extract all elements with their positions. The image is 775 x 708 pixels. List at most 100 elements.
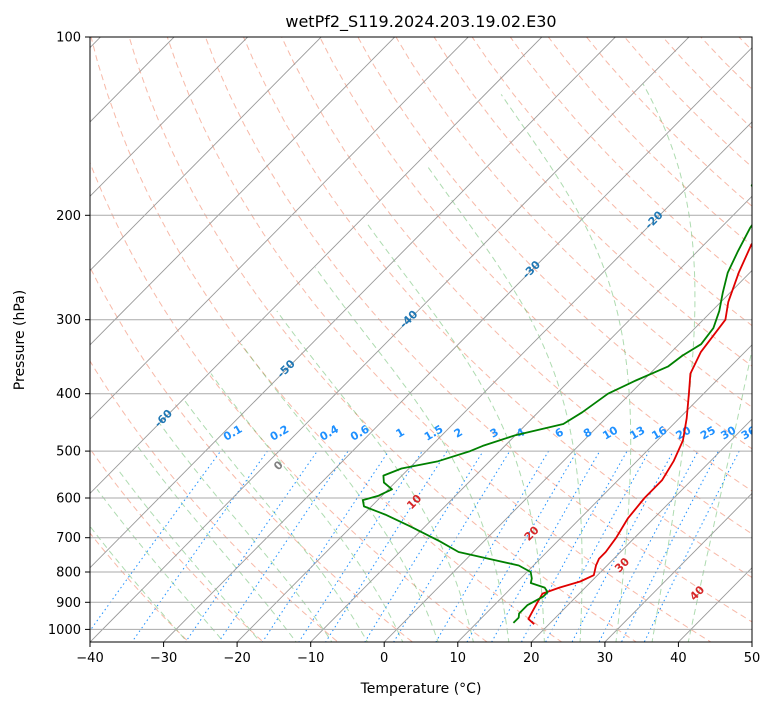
- dry-adiabat-line: [662, 37, 752, 129]
- moist-adiabat-line: [426, 165, 583, 642]
- isotherm-label: -40: [397, 307, 420, 330]
- y-tick-label: 300: [56, 313, 81, 328]
- chart-title: wetPf2_S119.2024.203.19.02.E30: [285, 12, 556, 32]
- isotherm-line: [162, 46, 752, 642]
- moist-adiabat-line: [365, 221, 545, 642]
- moist-adiabat-label: 10: [404, 492, 424, 512]
- moist-adiabat-line: [210, 373, 404, 642]
- dry-adiabat-line: [281, 37, 752, 535]
- isotherm-line: [310, 195, 752, 642]
- mixing-ratio-label: 0.1: [221, 423, 244, 444]
- moist-adiabat-line: [314, 267, 510, 642]
- background-lines: [90, 24, 775, 654]
- moist-adiabat-line: [642, 83, 696, 642]
- mixing-ratio-line: [261, 450, 390, 642]
- x-tick-label: 50: [744, 651, 761, 666]
- isotherm-line: [90, 37, 396, 346]
- y-tick-label: 1000: [48, 623, 81, 638]
- dry-adiabat-line: [395, 37, 752, 408]
- moist-adiabat-line: [240, 343, 439, 642]
- y-tick-label: 800: [56, 566, 81, 581]
- mixing-ratio-label: 0.6: [348, 422, 372, 443]
- dewpoint-line: [361, 183, 752, 624]
- moist-adiabat-line: [687, 347, 752, 642]
- dry-adiabat-line: [433, 37, 752, 367]
- dry-adiabat-line: [700, 37, 752, 90]
- mixing-ratio-line: [185, 450, 318, 642]
- y-tick-label: 900: [56, 596, 81, 611]
- y-tick-label: 700: [56, 531, 81, 546]
- x-axis-label: Temperature (°C): [360, 681, 482, 697]
- x-tick-label: −30: [150, 651, 177, 666]
- plot-frame: [89, 36, 753, 643]
- y-tick-label: 100: [56, 31, 81, 46]
- moist-adiabat-label: 40: [687, 583, 707, 603]
- x-tick-label: 40: [670, 651, 687, 666]
- isotherm-line: [90, 37, 175, 123]
- x-tick-label: 0: [380, 651, 388, 666]
- x-tick-label: −10: [297, 651, 324, 666]
- line-labels: -100-90-80-70-60-50-40-30-20-100.10.20.4…: [152, 159, 775, 603]
- dry-adiabat-line: [242, 37, 752, 579]
- x-tick-label: 30: [597, 651, 614, 666]
- y-tick-label: 600: [56, 492, 81, 507]
- axes: −40 −30 −20 −10 0 10 20 30 40 5010020030040050060…: [48, 31, 760, 667]
- isotherm-line: [90, 37, 617, 569]
- moist-adiabat-label: 20: [522, 523, 542, 543]
- dry-adiabat-line: [547, 37, 752, 247]
- x-tick-label: −40: [76, 651, 103, 666]
- y-tick-label: 400: [56, 387, 81, 402]
- mixing-ratio-line: [491, 450, 601, 642]
- x-tick-label: −20: [223, 651, 250, 666]
- isotherm-line: [90, 37, 322, 272]
- y-axis-label: Pressure (hPa): [12, 290, 28, 390]
- mixing-ratio-label: 6: [553, 425, 566, 440]
- y-tick-label: 200: [56, 209, 81, 224]
- moist-adiabat-line: [183, 399, 368, 642]
- mixing-ratio-line: [466, 450, 578, 642]
- isotherm-line: [751, 641, 752, 642]
- isotherm-label: -20: [642, 208, 665, 231]
- mixing-ratio-line: [643, 450, 740, 642]
- moist-adiabat-line: [90, 525, 188, 642]
- y-tick-label: 500: [56, 445, 81, 460]
- isotherm-line: [530, 418, 752, 642]
- mixing-ratio-line: [545, 450, 650, 642]
- temperature-line: [527, 242, 752, 625]
- moist-adiabat-line: [276, 310, 474, 642]
- dry-adiabat-line: [90, 447, 265, 642]
- x-tick-label: 20: [523, 651, 540, 666]
- dry-adiabat-line: [90, 532, 190, 642]
- mixing-ratio-label: 2: [452, 426, 465, 441]
- isotherm-line: [383, 269, 752, 642]
- mixing-ratio-label: 36: [739, 423, 759, 442]
- dry-adiabat-line: [738, 37, 752, 52]
- isotherm-label: -10: [765, 159, 775, 182]
- mixing-ratio-line: [325, 450, 448, 642]
- mixing-ratio-line: [520, 450, 628, 642]
- x-tick-label: 10: [450, 651, 467, 666]
- isotherm-line: [90, 37, 249, 197]
- mixing-ratio-label: 25: [698, 424, 718, 443]
- mixing-ratio-label: 0.4: [317, 422, 341, 443]
- dry-adiabat-line: [764, 24, 775, 654]
- mixing-ratio-label: 8: [581, 426, 594, 441]
- dry-adiabat-line: [509, 37, 752, 287]
- moist-adiabat-line: [159, 423, 333, 642]
- isotherm-line: [90, 37, 690, 642]
- moist-adiabat-line: [96, 489, 225, 642]
- dry-adiabat-line: [90, 37, 563, 642]
- mixing-ratio-line: [131, 450, 268, 642]
- isotherm-line: [457, 344, 752, 642]
- isotherm-line: [236, 121, 752, 642]
- dry-adiabat-line: [90, 266, 414, 642]
- dry-adiabat-line: [623, 37, 752, 168]
- isotherm-line: [90, 37, 469, 420]
- dry-adiabat-line: [90, 161, 488, 642]
- dry-adiabat-line: [204, 37, 752, 623]
- mixing-ratio-label: 16: [650, 423, 670, 442]
- moist-adiabat-line: [136, 445, 297, 642]
- mixing-ratio-label: 0.2: [268, 423, 291, 444]
- mixing-ratio-line: [218, 450, 349, 642]
